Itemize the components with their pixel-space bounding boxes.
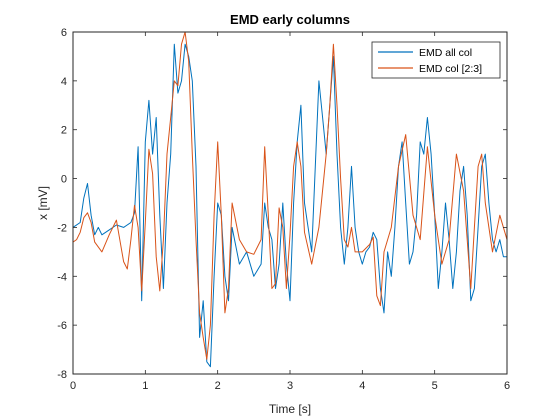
y-tick-label: -4 (57, 271, 67, 283)
y-tick-label: 4 (61, 76, 67, 88)
legend: EMD all col EMD col [2:3] (371, 41, 501, 79)
y-tick-label: -8 (57, 369, 67, 381)
y-tick-label: 6 (61, 27, 67, 39)
x-tick-label: 3 (287, 380, 293, 392)
y-tick-label: -2 (57, 222, 67, 234)
series-line-1 (73, 43, 507, 368)
y-tick-label: 0 (61, 174, 67, 186)
y-axis-label: x [mV] (36, 186, 50, 220)
x-tick-label: 4 (359, 380, 365, 392)
y-tick-label: 2 (61, 125, 67, 137)
x-tick-label: 2 (215, 380, 221, 392)
series-layer (73, 32, 507, 368)
x-tick-label: 0 (70, 380, 76, 392)
chart-title: EMD early columns (230, 12, 350, 27)
axes-background (73, 32, 507, 374)
y-tick-label: -6 (57, 320, 67, 332)
x-tick-label: 1 (142, 380, 148, 392)
x-axis-label: Time [s] (269, 402, 311, 416)
legend-box (371, 41, 501, 79)
ticks-layer: 0 1 2 3 4 5 6 -8 -6 -4 -2 0 2 4 6 (57, 27, 510, 392)
legend-label-series-1: EMD all col (419, 47, 472, 59)
legend-label-series-2: EMD col [2:3] (419, 63, 482, 75)
x-tick-label: 6 (504, 380, 510, 392)
series-line-2 (73, 32, 507, 360)
x-tick-label: 5 (432, 380, 438, 392)
